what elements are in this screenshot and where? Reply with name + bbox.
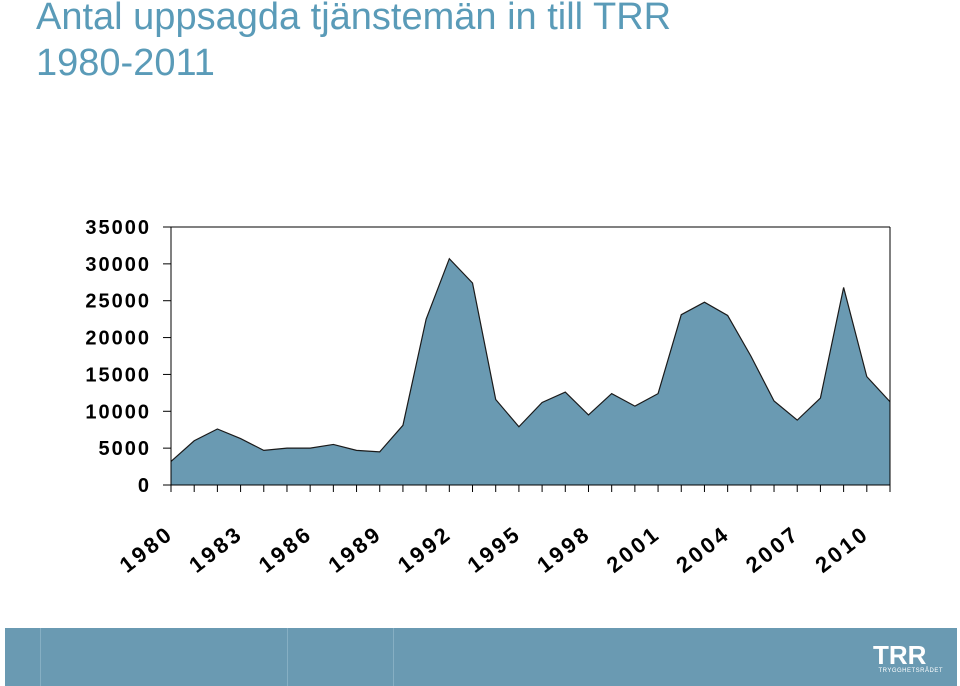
chart-title: Antal uppsagda tjänstemän in till TRR 19…: [36, 0, 671, 86]
series-line: [170, 257, 891, 462]
logo-letters: TRR: [873, 640, 927, 670]
x-tick-label: 2010: [810, 520, 873, 577]
y-tick-label: 20000: [85, 328, 151, 350]
footer-divider: [287, 628, 289, 686]
logo-wordmark: TRYGGHETSRÅDET: [878, 668, 943, 674]
y-tick-label: 15000: [85, 364, 151, 386]
trr-logo-icon: TRR: [873, 640, 927, 670]
series-area: [171, 258, 890, 485]
x-tick-label: 2007: [741, 520, 804, 577]
x-tick-label: 2004: [671, 520, 734, 577]
x-tick-label: 1989: [323, 520, 386, 577]
x-tick-label: 2001: [602, 520, 665, 577]
footer-divider: [40, 628, 42, 686]
title-line-2: 1980-2011: [36, 42, 215, 84]
title-line-1: Antal uppsagda tjänstemän in till TRR: [36, 0, 672, 38]
x-tick-label: 1986: [254, 520, 317, 577]
footer-divider: [393, 628, 395, 686]
x-tick-label: 1995: [463, 520, 526, 577]
y-tick-label: 30000: [85, 254, 151, 276]
y-tick-label: 10000: [85, 401, 151, 423]
x-tick-label: 1992: [393, 520, 456, 577]
y-tick-label: 25000: [85, 291, 151, 313]
x-tick-label: 1983: [184, 520, 247, 577]
y-tick-label: 35000: [85, 217, 151, 239]
x-tick-label: 1980: [115, 520, 178, 577]
y-tick-label: 0: [138, 475, 151, 497]
x-tick-label: 1998: [532, 520, 595, 577]
y-tick-label: 5000: [99, 438, 152, 460]
footer-bar: TRR TRYGGHETSRÅDET: [5, 628, 957, 686]
